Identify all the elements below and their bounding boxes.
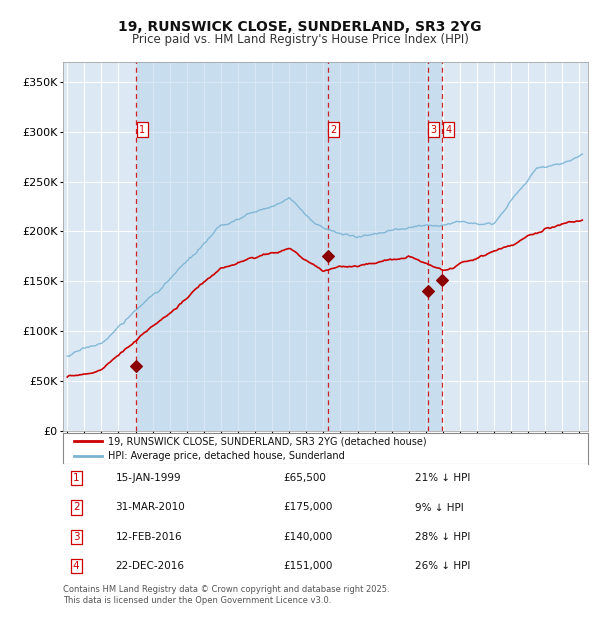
Text: £140,000: £140,000 xyxy=(284,531,333,542)
Text: 9% ↓ HPI: 9% ↓ HPI xyxy=(415,502,464,513)
Point xyxy=(437,275,447,285)
Text: HPI: Average price, detached house, Sunderland: HPI: Average price, detached house, Sund… xyxy=(107,451,344,461)
Text: £151,000: £151,000 xyxy=(284,560,333,571)
Text: £65,500: £65,500 xyxy=(284,473,326,484)
Text: 4: 4 xyxy=(445,125,451,135)
Point xyxy=(131,361,141,371)
Text: 3: 3 xyxy=(431,125,437,135)
Text: 3: 3 xyxy=(73,531,79,542)
Text: 2: 2 xyxy=(331,125,337,135)
Text: 21% ↓ HPI: 21% ↓ HPI xyxy=(415,473,470,484)
Text: 26% ↓ HPI: 26% ↓ HPI xyxy=(415,560,470,571)
Point xyxy=(323,252,332,262)
Text: £175,000: £175,000 xyxy=(284,502,333,513)
Text: Contains HM Land Registry data © Crown copyright and database right 2025.
This d: Contains HM Land Registry data © Crown c… xyxy=(63,585,389,604)
Bar xyxy=(328,62,428,431)
Text: 19, RUNSWICK CLOSE, SUNDERLAND, SR3 2YG: 19, RUNSWICK CLOSE, SUNDERLAND, SR3 2YG xyxy=(118,20,482,35)
Text: 12-FEB-2016: 12-FEB-2016 xyxy=(115,531,182,542)
Text: 19, RUNSWICK CLOSE, SUNDERLAND, SR3 2YG (detached house): 19, RUNSWICK CLOSE, SUNDERLAND, SR3 2YG … xyxy=(107,436,426,446)
Text: 15-JAN-1999: 15-JAN-1999 xyxy=(115,473,181,484)
Bar xyxy=(136,62,328,431)
Text: 4: 4 xyxy=(73,560,79,571)
Text: 22-DEC-2016: 22-DEC-2016 xyxy=(115,560,185,571)
Text: 31-MAR-2010: 31-MAR-2010 xyxy=(115,502,185,513)
Bar xyxy=(428,62,442,431)
Text: 2: 2 xyxy=(73,502,79,513)
Text: 1: 1 xyxy=(73,473,79,484)
Text: 1: 1 xyxy=(139,125,145,135)
Text: 28% ↓ HPI: 28% ↓ HPI xyxy=(415,531,470,542)
Text: Price paid vs. HM Land Registry's House Price Index (HPI): Price paid vs. HM Land Registry's House … xyxy=(131,33,469,46)
Point xyxy=(423,286,433,296)
